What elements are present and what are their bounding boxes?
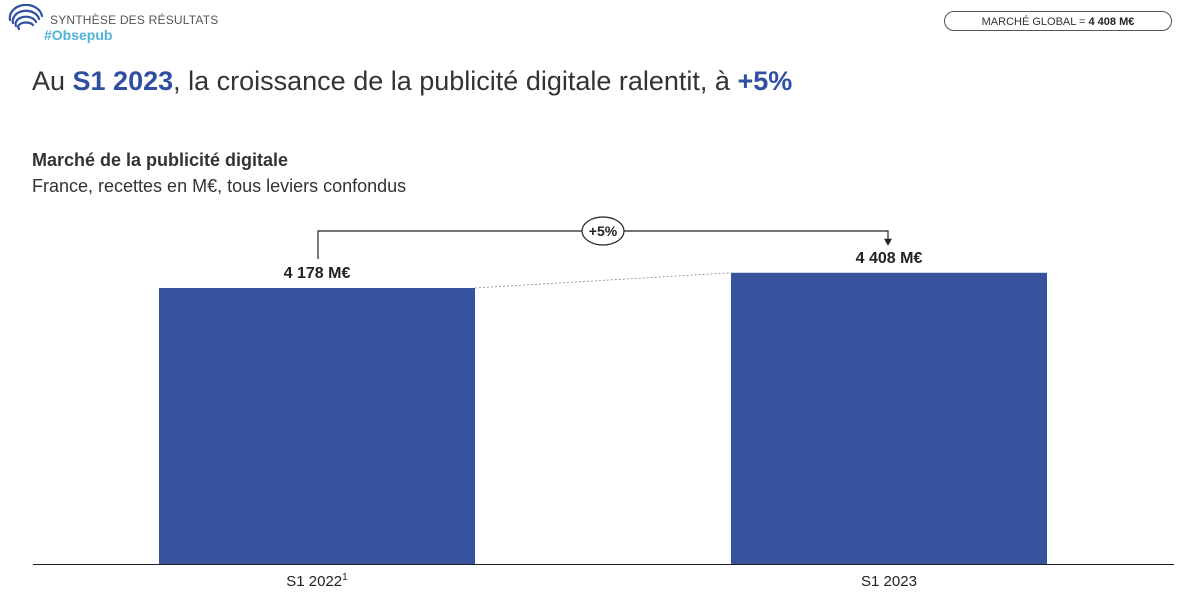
category-superscript-1: 1 <box>342 572 348 583</box>
headline-highlight-growth: +5% <box>737 66 793 96</box>
headline-highlight-period: S1 2023 <box>72 66 174 96</box>
obsepub-logo-icon <box>8 4 44 31</box>
growth-label: +5% <box>589 223 618 239</box>
bar-1 <box>159 287 475 564</box>
headline-part1: Au <box>32 66 73 96</box>
bar-2 <box>731 272 1047 564</box>
market-global-badge: MARCHÉ GLOBAL = 4 408 M€ <box>944 11 1172 31</box>
headline-part2: , la croissance de la publicité digitale… <box>173 66 738 96</box>
growth-bubble <box>581 216 625 246</box>
data-label-1: 4 178 M€ <box>284 265 351 282</box>
data-label-2: 4 408 M€ <box>856 250 923 267</box>
market-label: MARCHÉ GLOBAL = <box>981 16 1089 28</box>
chart-title: Marché de la publicité digitale <box>32 150 289 170</box>
brand-hashtag: #Obsepub <box>44 27 113 43</box>
category-label-2: S1 2023 <box>861 573 917 590</box>
category-label-1: S1 20221 <box>286 572 348 590</box>
bar-connector-line <box>474 272 732 289</box>
page-headline: Au S1 2023, la croissance de la publicit… <box>32 66 792 97</box>
brand-title: SYNTHÈSE DES RÉSULTATS <box>50 13 219 27</box>
growth-arrow-icon <box>884 238 892 246</box>
chart-subtitle: France, recettes en M€, tous leviers con… <box>32 176 407 196</box>
market-value: 4 408 M€ <box>1088 16 1135 28</box>
